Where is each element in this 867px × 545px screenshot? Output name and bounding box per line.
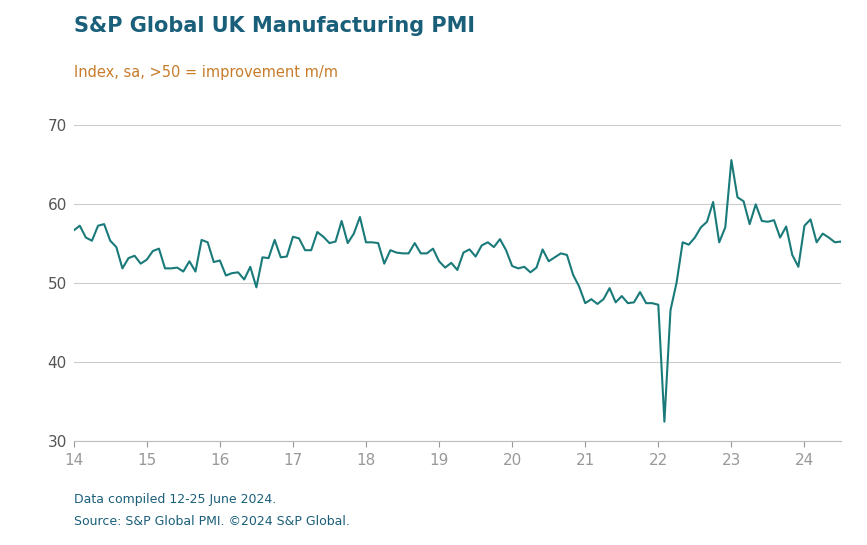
- Text: Index, sa, >50 = improvement m/m: Index, sa, >50 = improvement m/m: [74, 65, 337, 81]
- Text: Source: S&P Global PMI. ©2024 S&P Global.: Source: S&P Global PMI. ©2024 S&P Global…: [74, 515, 349, 528]
- Text: Data compiled 12-25 June 2024.: Data compiled 12-25 June 2024.: [74, 493, 276, 506]
- Text: S&P Global UK Manufacturing PMI: S&P Global UK Manufacturing PMI: [74, 16, 475, 37]
